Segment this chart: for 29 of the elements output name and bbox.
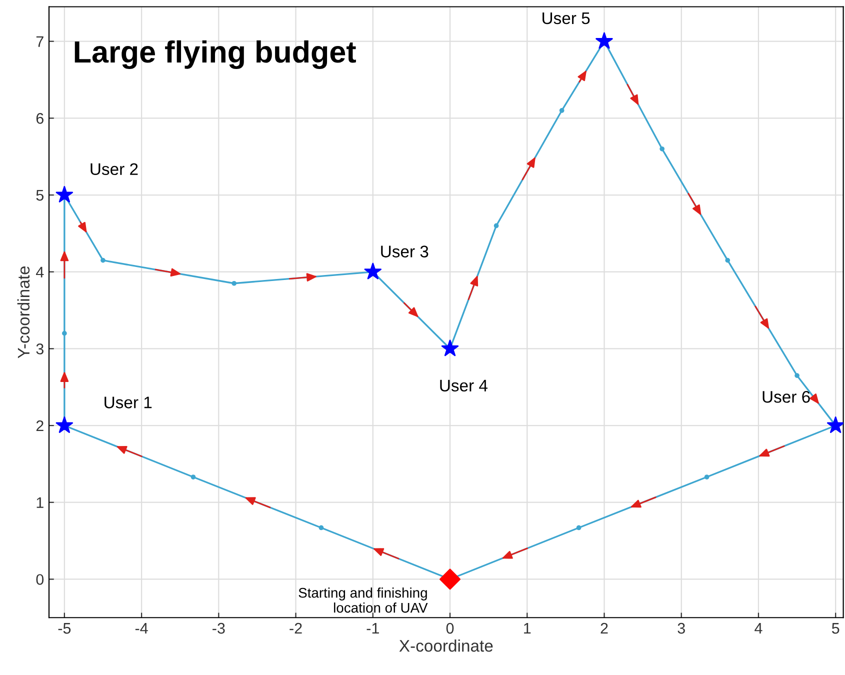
x-tick-label: -1 [366, 623, 379, 634]
annotation: Starting and finishing location of UAV [298, 588, 428, 613]
y-tick-label: 4 [36, 266, 44, 278]
annotation: User 5 [542, 12, 590, 24]
y-tick-label: 7 [36, 36, 44, 47]
x-tick-label: 2 [600, 622, 608, 634]
x-tick-label: 0 [446, 622, 454, 634]
annotation: User 2 [90, 163, 138, 176]
y-tick-label: 5 [36, 190, 44, 201]
x-tick-label: 4 [754, 623, 762, 634]
annotation: User 1 [104, 396, 152, 408]
x-tick-label: -3 [212, 622, 225, 634]
annotation: Large flying budget [74, 40, 356, 69]
y-tick-label: 2 [36, 420, 44, 432]
annotation: User 3 [381, 246, 428, 258]
x-tick-label: -4 [135, 623, 148, 634]
x-tick-label: 5 [832, 623, 840, 634]
y-axis-title: Y-coordinate [17, 266, 30, 358]
x-tick-label: -5 [58, 623, 71, 634]
x-tick-label: 1 [524, 623, 531, 634]
y-tick-label: 3 [36, 344, 44, 354]
annotation: User 6 [762, 390, 810, 403]
x-axis-title: X-coordinate [399, 640, 493, 652]
x-tick-label: 3 [678, 622, 685, 634]
y-tick-label: 1 [36, 497, 44, 508]
x-tick-label: -2 [290, 622, 302, 634]
annotation: User 4 [440, 380, 488, 392]
y-tick-label: 6 [36, 113, 44, 124]
y-tick-label: 0 [36, 574, 44, 585]
